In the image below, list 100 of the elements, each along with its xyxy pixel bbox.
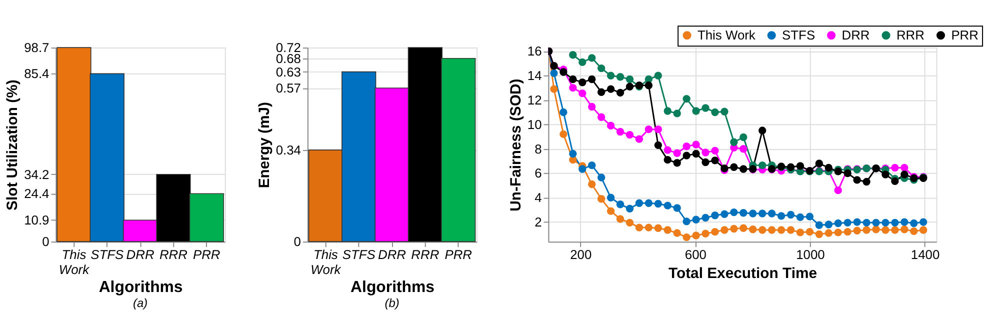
point	[882, 170, 890, 178]
point	[900, 218, 908, 226]
point	[853, 176, 861, 184]
point	[702, 214, 710, 222]
point	[626, 204, 634, 212]
point	[654, 200, 662, 208]
point	[768, 226, 776, 234]
y-tick-label: 34.2	[24, 166, 50, 182]
point	[588, 54, 596, 62]
point	[569, 75, 577, 84]
point	[682, 94, 690, 103]
point	[824, 164, 832, 172]
legend-label: DRR	[842, 27, 870, 42]
point	[730, 163, 738, 171]
y-axis-title: Slot Utilization (%)	[4, 80, 22, 210]
x-axis-title: Algorithms	[350, 278, 435, 296]
point	[740, 209, 748, 217]
y-tick-label: 0.57	[276, 80, 301, 96]
point	[702, 148, 710, 156]
point	[654, 224, 662, 232]
point	[900, 170, 908, 178]
point	[711, 212, 719, 220]
y-tick-label: 0.72	[276, 40, 301, 56]
point	[606, 194, 615, 202]
text: (a)	[133, 296, 148, 310]
point	[550, 69, 558, 78]
point	[682, 218, 690, 226]
x-tick-label: STFS	[90, 246, 124, 262]
point	[682, 142, 690, 150]
point	[692, 216, 700, 224]
y-axis-title: Energy (mJ)	[256, 102, 273, 188]
y-tick-label: 6	[534, 166, 542, 181]
legend-label: STFS	[782, 27, 816, 42]
point	[872, 218, 880, 227]
point	[720, 226, 728, 234]
point	[644, 224, 653, 232]
point	[578, 165, 586, 173]
point	[588, 161, 596, 170]
point	[730, 224, 738, 233]
point	[597, 195, 606, 203]
y-tick-label: 0	[42, 234, 50, 250]
point	[616, 88, 624, 97]
point	[720, 108, 728, 116]
x-tick-label: RRR	[159, 246, 188, 262]
point	[853, 226, 861, 234]
x-tick-label: PRR	[192, 246, 220, 262]
point	[635, 135, 644, 143]
point	[664, 107, 672, 115]
point	[824, 229, 832, 237]
point	[692, 107, 700, 115]
y-tick-label: 0	[294, 234, 301, 250]
x-tick-label: This Work	[58, 246, 90, 277]
point	[654, 72, 662, 80]
x-tick-label: 1400	[910, 246, 940, 262]
point	[796, 228, 804, 236]
point	[711, 108, 719, 116]
point	[692, 150, 700, 158]
point	[664, 226, 672, 234]
point	[758, 126, 766, 134]
point	[616, 128, 624, 136]
point	[900, 164, 908, 172]
point	[786, 226, 795, 234]
text: (b)	[384, 296, 400, 310]
x-tick-label: 600	[684, 246, 706, 262]
point	[644, 199, 653, 207]
x-tick-label: RRR	[411, 246, 440, 262]
point	[664, 202, 672, 210]
point	[588, 75, 596, 84]
point	[806, 212, 814, 220]
point	[635, 199, 644, 207]
x-tick-label: PRR	[444, 246, 472, 262]
point	[606, 85, 615, 93]
point	[626, 130, 634, 139]
point	[872, 226, 880, 234]
point	[862, 218, 870, 227]
point	[740, 224, 748, 232]
point	[749, 210, 757, 218]
point	[834, 186, 842, 194]
point	[806, 228, 814, 236]
point	[560, 130, 568, 138]
point	[682, 152, 690, 160]
y-tick-label: 0.34	[276, 142, 301, 158]
point	[758, 210, 766, 218]
x-axis-title: Algorithms	[98, 278, 183, 296]
point	[578, 89, 586, 98]
y-tick-label: 0.63	[276, 64, 301, 80]
point	[597, 64, 606, 72]
point	[588, 180, 596, 188]
y-axis-title: Un-Fairness (SOD)	[507, 78, 524, 212]
point	[644, 125, 653, 134]
legend-label: PRR	[951, 27, 978, 42]
point	[588, 102, 596, 111]
point	[834, 219, 842, 228]
point	[749, 226, 757, 234]
point	[844, 218, 852, 227]
point	[910, 219, 918, 228]
point	[673, 110, 681, 118]
point	[891, 164, 899, 172]
point	[900, 226, 908, 234]
point	[740, 133, 748, 142]
